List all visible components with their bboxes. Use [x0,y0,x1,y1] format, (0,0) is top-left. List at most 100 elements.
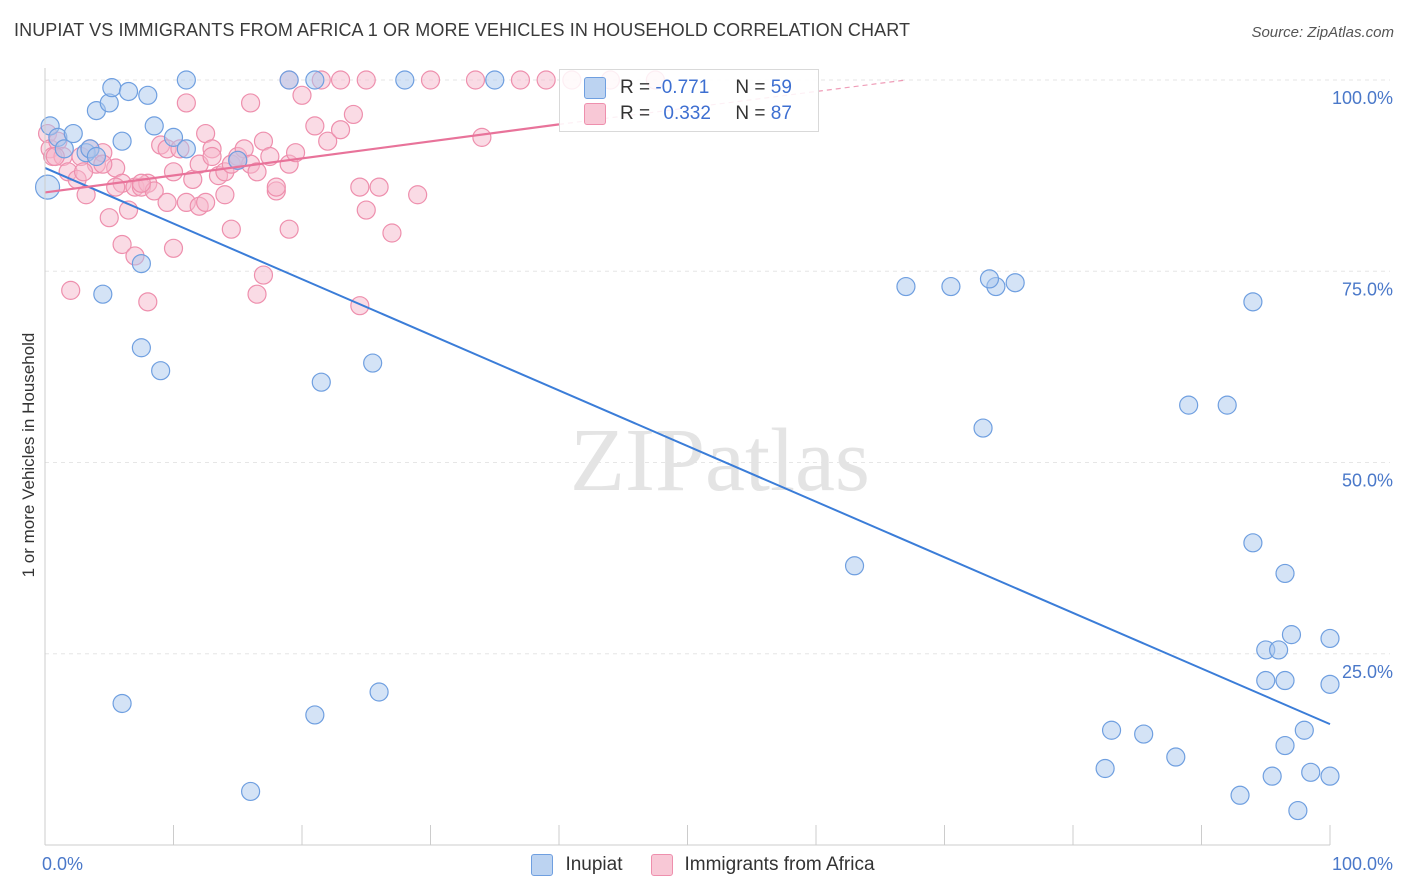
n-label: N = [735,103,766,124]
africa-point [472,127,492,147]
africa-point [131,173,151,193]
africa-swatch [584,103,606,125]
africa-point [305,116,325,136]
inupiat-point [86,146,107,167]
legend-item-inupiat[interactable]: Inupiat [531,854,623,876]
africa-point [221,219,241,239]
africa-point [163,238,184,258]
inupiat-point [1166,747,1186,767]
africa-point [408,185,428,205]
inupiat-point [305,70,325,90]
inupiat-point [228,150,248,170]
africa-point [196,192,216,212]
africa-point [382,223,402,243]
africa-point [350,296,370,316]
series-legend: Inupiat Immigrants from Africa [0,852,1406,878]
inupiat-point [844,556,865,576]
inupiat-point [311,372,331,392]
inupiat-point [369,682,389,702]
africa-point [356,200,376,220]
africa-point [241,93,261,113]
inupiat-point [305,705,325,725]
r-label: R = [620,103,651,124]
inupiat-point [102,78,122,98]
inupiat-point [1262,766,1282,786]
legend-row-africa: R = 0.332 N = 87 [584,102,792,126]
inupiat-point [112,693,132,714]
inupiat-point [363,353,383,373]
inupiat-point [34,174,61,200]
correlation-legend: R = -0.771 N = 59 R = 0.332 N = 87 [559,69,819,132]
africa-swatch [650,854,673,876]
inupiat-point [131,338,151,358]
africa-point [343,104,363,125]
africa-points [37,70,665,316]
inupiat-point [1268,640,1289,660]
legend-row-inupiat: R = -0.771 N = 59 [584,76,792,100]
inupiat-point [1281,625,1302,645]
africa-point [285,143,306,163]
legend-item-africa[interactable]: Immigrants from Africa [650,854,875,876]
inupiat-point [279,70,299,90]
y-tick-label: 50.0% [1342,471,1393,491]
africa-trend-line [44,123,560,194]
africa-point [266,177,286,197]
y-tick-label: 25.0% [1342,662,1393,682]
inupiat-point [54,139,74,159]
inupiat-n-value: 59 [770,77,792,98]
africa-n-value: 87 [770,103,792,124]
legend-label-africa: Immigrants from Africa [684,854,875,875]
africa-r-value: 0.332 [663,103,711,124]
inupiat-point [395,70,415,90]
africa-point [356,70,376,90]
source-label: Source: ZipAtlas.com [1251,24,1394,41]
x-tick-label: 0.0% [42,854,83,874]
inupiat-point [144,116,164,136]
y-tick-label: 75.0% [1342,279,1393,299]
inupiat-swatch [584,77,606,99]
africa-point [279,219,299,239]
inupiat-point [896,276,916,297]
africa-point [253,265,274,285]
inupiat-point [485,70,505,90]
inupiat-point [1320,766,1340,786]
inupiat-point [176,139,196,159]
inupiat-point [131,254,151,274]
inupiat-point [93,284,113,304]
inupiat-point [241,781,261,802]
inupiat-point [1320,628,1340,649]
inupiat-point [973,418,993,438]
inupiat-point [63,123,83,144]
inupiat-point [1101,720,1122,740]
africa-point [163,162,184,182]
africa-point [292,85,312,105]
africa-point [215,185,235,205]
africa-point [330,70,351,90]
africa-point [318,131,338,151]
africa-point [247,162,267,182]
y-tick-label: 100.0% [1332,88,1393,108]
inupiat-point [1217,395,1237,415]
legend-label-inupiat: Inupiat [565,854,623,875]
axis-layer: 100.0% 75.0% 50.0% 25.0% 0.0% 100.0% 1 or more… [19,68,1393,874]
inupiat-trend-line [44,167,1331,726]
inupiat-point [151,361,171,381]
africa-point [202,146,222,167]
africa-point [73,162,94,182]
africa-point [369,177,389,197]
inupiat-point [138,85,158,105]
inupiat-point [979,269,1000,289]
y-axis-label: 1 or more Vehicles in Household [19,333,38,578]
africa-point [176,93,196,113]
inupiat-point [1243,533,1263,553]
africa-point [138,292,158,312]
africa-point [420,70,441,90]
africa-point [99,208,119,228]
inupiat-point [1134,724,1154,744]
africa-point [61,280,81,300]
inupiat-r-value: -0.771 [655,77,710,98]
inupiat-point [941,276,961,297]
inupiat-point [1301,762,1321,782]
africa-point [106,177,126,197]
